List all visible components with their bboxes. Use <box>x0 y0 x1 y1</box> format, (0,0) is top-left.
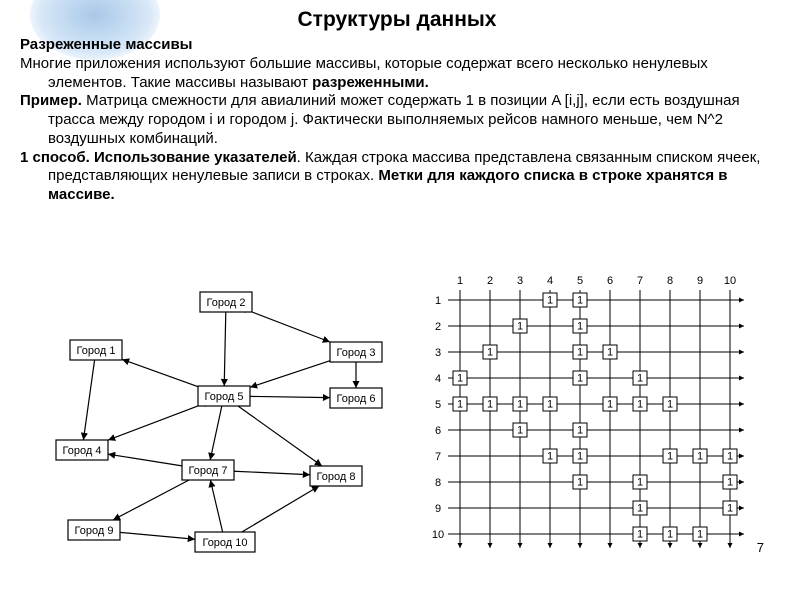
graph-edge <box>210 406 222 460</box>
sparse-grid: 1234567891012345678910111111111111111111… <box>420 270 780 580</box>
grid-cell-value: 1 <box>637 477 643 489</box>
graph-edge <box>250 361 330 388</box>
grid-row-header: 3 <box>435 347 441 359</box>
grid-cell-value: 1 <box>697 529 703 541</box>
page-title: Структуры данных <box>20 8 774 32</box>
grid-col-header: 5 <box>577 275 583 287</box>
grid-col-header: 7 <box>637 275 643 287</box>
grid-cell-value: 1 <box>517 321 523 333</box>
graph-edge <box>224 312 226 386</box>
grid-cell-value: 1 <box>577 347 583 359</box>
grid-cell-value: 1 <box>457 373 463 385</box>
grid-cell-value: 1 <box>547 295 553 307</box>
para3: 1 способ. Использование указателей. Кажд… <box>20 149 774 205</box>
grid-cell-value: 1 <box>487 399 493 411</box>
graph-edge <box>108 454 182 466</box>
subtitle: Разреженные массивы <box>20 36 774 55</box>
grid-col-header: 10 <box>724 275 736 287</box>
grid-cell-value: 1 <box>577 451 583 463</box>
city-graph: Город 1 Город 2 Город 3 Город 4 Город 5 Город… <box>10 270 400 580</box>
graph-edge <box>250 396 330 397</box>
grid-cell-value: 1 <box>697 451 703 463</box>
grid-row-header: 7 <box>435 451 441 463</box>
grid-row-header: 10 <box>432 529 444 541</box>
graph-edge <box>83 360 94 440</box>
grid-row-header: 8 <box>435 477 441 489</box>
grid-row-header: 9 <box>435 503 441 515</box>
graph-edge <box>120 532 195 539</box>
grid-cell-value: 1 <box>577 295 583 307</box>
grid-cell-value: 1 <box>607 399 613 411</box>
city-label: Город 6 <box>337 393 376 405</box>
graph-edge <box>108 406 198 440</box>
city-label: Город 10 <box>202 537 247 549</box>
grid-cell-value: 1 <box>517 399 523 411</box>
grid-cell-value: 1 <box>547 399 553 411</box>
graph-edge <box>238 406 322 466</box>
graph-edge <box>242 486 319 532</box>
grid-cell-value: 1 <box>577 321 583 333</box>
grid-cell-value: 1 <box>517 425 523 437</box>
grid-col-header: 1 <box>457 275 463 287</box>
city-label: Город 7 <box>189 465 228 477</box>
city-label: Город 9 <box>75 525 114 537</box>
grid-cell-value: 1 <box>727 451 733 463</box>
grid-cell-value: 1 <box>577 373 583 385</box>
grid-row-header: 6 <box>435 425 441 437</box>
grid-cell-value: 1 <box>637 373 643 385</box>
city-label: Город 5 <box>205 391 244 403</box>
graph-edge <box>113 480 189 520</box>
grid-row-header: 4 <box>435 373 441 385</box>
page-number: 7 <box>757 540 764 555</box>
city-label: Город 4 <box>63 445 102 457</box>
grid-cell-value: 1 <box>637 503 643 515</box>
para1: Многие приложения используют большие мас… <box>20 55 774 93</box>
grid-col-header: 4 <box>547 275 553 287</box>
grid-col-header: 8 <box>667 275 673 287</box>
grid-row-header: 1 <box>435 295 441 307</box>
para2: Пример. Матрица смежности для авиалиний … <box>20 92 774 148</box>
grid-cell-value: 1 <box>487 347 493 359</box>
grid-cell-value: 1 <box>727 503 733 515</box>
grid-cell-value: 1 <box>667 399 673 411</box>
grid-cell-value: 1 <box>577 425 583 437</box>
graph-edge <box>122 359 198 386</box>
grid-cell-value: 1 <box>637 529 643 541</box>
graph-edge <box>210 480 222 532</box>
grid-cell-value: 1 <box>607 347 613 359</box>
grid-col-header: 6 <box>607 275 613 287</box>
grid-cell-value: 1 <box>547 451 553 463</box>
grid-row-header: 5 <box>435 399 441 411</box>
grid-cell-value: 1 <box>637 399 643 411</box>
city-label: Город 8 <box>317 471 356 483</box>
city-label: Город 1 <box>77 345 116 357</box>
body-text: Разреженные массивы Многие приложения ис… <box>20 36 774 205</box>
diagrams: Город 1 Город 2 Город 3 Город 4 Город 5 Город… <box>0 270 794 590</box>
grid-col-header: 3 <box>517 275 523 287</box>
slide-content: Структуры данных Разреженные массивы Мно… <box>0 0 794 205</box>
grid-row-header: 2 <box>435 321 441 333</box>
grid-cell-value: 1 <box>577 477 583 489</box>
grid-cell-value: 1 <box>667 451 673 463</box>
city-label: Город 2 <box>207 297 246 309</box>
grid-col-header: 2 <box>487 275 493 287</box>
graph-edge <box>252 312 330 342</box>
grid-cell-value: 1 <box>457 399 463 411</box>
grid-cell-value: 1 <box>727 477 733 489</box>
grid-cell-value: 1 <box>667 529 673 541</box>
graph-edge <box>234 471 310 475</box>
city-label: Город 3 <box>337 347 376 359</box>
grid-col-header: 9 <box>697 275 703 287</box>
